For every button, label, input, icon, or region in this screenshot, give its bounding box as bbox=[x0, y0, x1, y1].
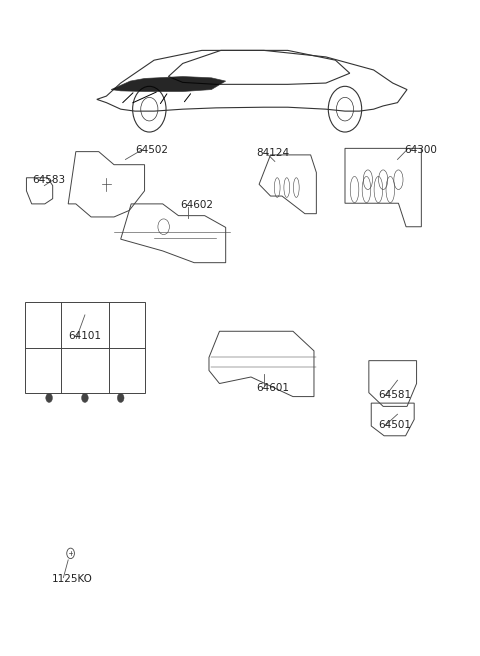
Text: 64602: 64602 bbox=[180, 200, 213, 210]
Bar bbox=[25, 302, 144, 394]
Circle shape bbox=[46, 394, 52, 403]
Circle shape bbox=[82, 394, 88, 403]
Text: 64583: 64583 bbox=[33, 175, 66, 186]
Text: 64501: 64501 bbox=[378, 420, 411, 430]
Text: 64601: 64601 bbox=[257, 383, 290, 393]
Text: 1125KO: 1125KO bbox=[51, 575, 92, 584]
Circle shape bbox=[117, 394, 124, 403]
Text: 84124: 84124 bbox=[257, 148, 290, 158]
Text: 64101: 64101 bbox=[68, 331, 101, 342]
Text: 64502: 64502 bbox=[135, 145, 168, 155]
Text: 64581: 64581 bbox=[378, 390, 411, 400]
Text: 64300: 64300 bbox=[405, 145, 437, 155]
Polygon shape bbox=[111, 77, 226, 92]
